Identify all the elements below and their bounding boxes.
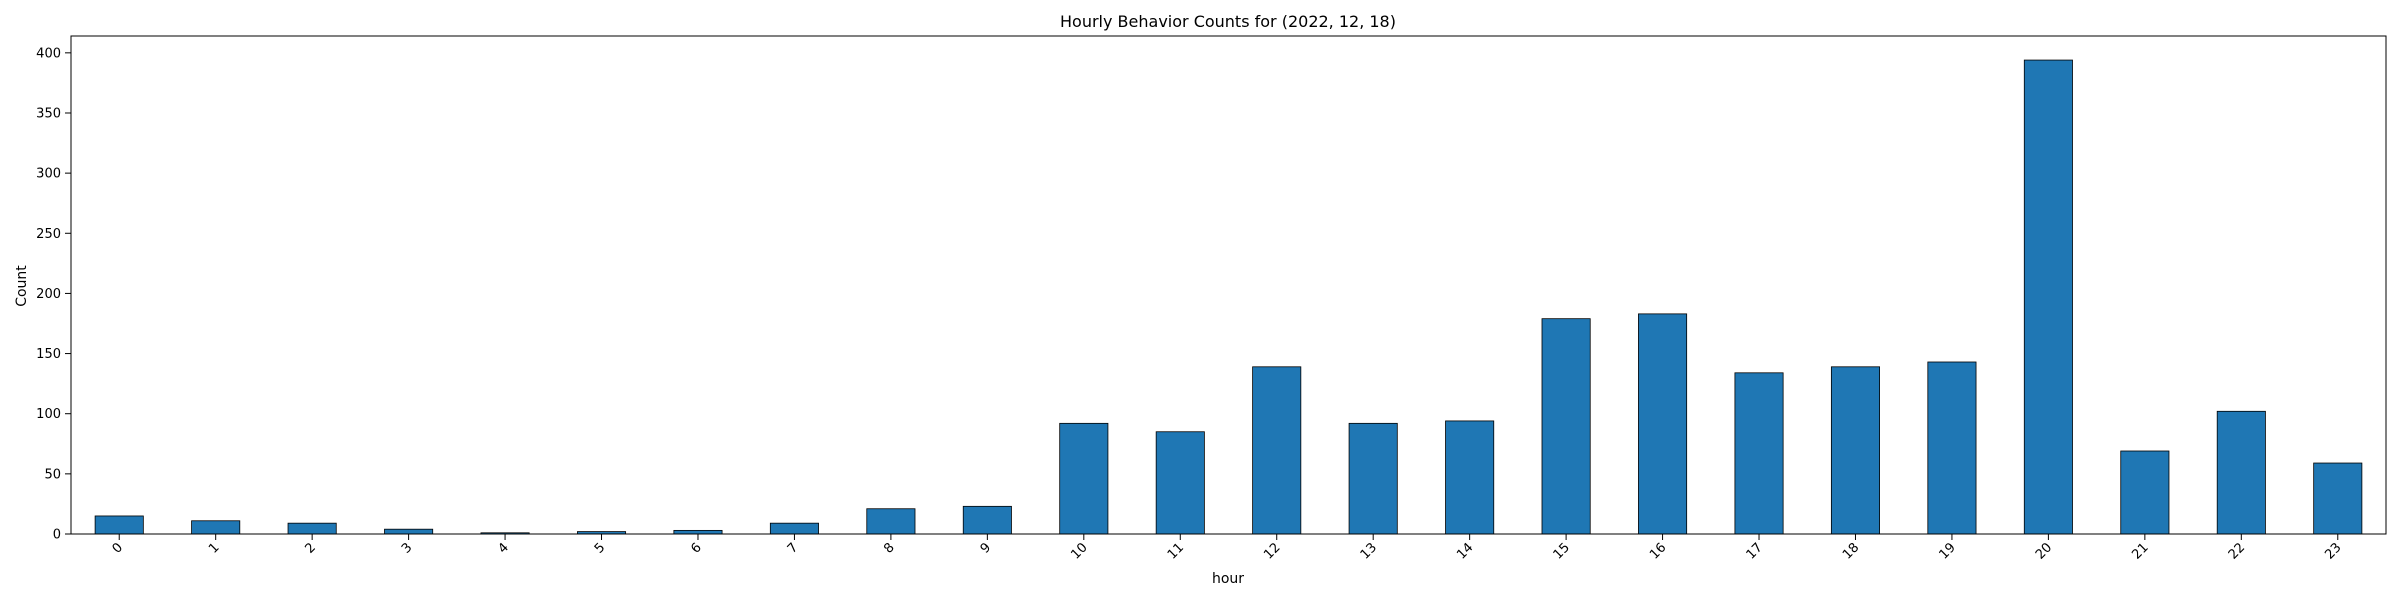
x-tick-label: 13 (1358, 540, 1380, 562)
y-tick-label: 100 (36, 407, 61, 422)
bar-hour-15 (1541, 318, 1591, 535)
x-tick-label: 19 (1936, 540, 1958, 562)
x-tick-label: 23 (2322, 540, 2344, 562)
x-tick-label: 4 (495, 540, 511, 556)
x-tick-label: 3 (399, 540, 415, 556)
x-tick-label: 2 (303, 540, 319, 556)
x-tick-label: 5 (592, 540, 608, 556)
x-tick-label: 7 (785, 540, 801, 556)
x-tick-label: 0 (110, 540, 126, 556)
bar-hour-13 (1348, 422, 1398, 535)
bar-hour-2 (287, 522, 337, 535)
bar-hour-14 (1445, 420, 1495, 535)
x-axis-label: hour (1212, 571, 1244, 587)
x-tick-label: 21 (2129, 540, 2151, 562)
y-tick-label: 400 (36, 46, 61, 61)
bars (94, 59, 2363, 535)
x-tick-label: 16 (1647, 540, 1669, 562)
bar-hour-9 (962, 505, 1012, 535)
y-axis-label: Count (14, 265, 30, 307)
bar-hour-17 (1734, 372, 1784, 535)
x-tick-label: 18 (1840, 540, 1862, 562)
bar-hour-3 (384, 528, 434, 535)
bar-hour-10 (1059, 422, 1109, 535)
y-tick-label: 300 (36, 167, 61, 182)
bar-hour-1 (191, 520, 241, 535)
bar-hour-20 (2023, 59, 2073, 535)
x-tick-label: 20 (2033, 540, 2055, 562)
y-axis-ticks: 0 50 100 150 200 250 300 350 400 (36, 46, 71, 543)
x-tick-label: 1 (206, 540, 222, 556)
x-tick-label: 6 (688, 540, 704, 556)
y-tick-label: 350 (36, 106, 61, 121)
bar-hour-7 (769, 522, 819, 535)
y-tick-label: 250 (36, 227, 61, 242)
y-tick-label: 150 (36, 347, 61, 362)
plot-frame (70, 35, 2387, 535)
x-tick-label: 9 (978, 540, 994, 556)
x-tick-label: 15 (1551, 540, 1573, 562)
chart-title: Hourly Behavior Counts for (2022, 12, 18… (1060, 12, 1396, 31)
x-tick-label: 8 (881, 540, 897, 556)
bar-hour-19 (1927, 361, 1977, 535)
bar-hour-6 (673, 529, 723, 535)
bar-hour-16 (1638, 313, 1688, 535)
bar-hour-23 (2313, 462, 2363, 535)
y-tick-label: 50 (44, 467, 61, 482)
bar-hour-11 (1155, 431, 1205, 535)
x-tick-label: 12 (1261, 540, 1283, 562)
x-axis-ticks: 0 1 2 3 4 5 6 7 8 9 10 11 12 13 14 15 16 17 18 19 20 21 22 23 (110, 534, 2345, 563)
x-tick-label: 11 (1165, 540, 1187, 562)
x-tick-label: 10 (1068, 540, 1090, 562)
bar-hour-12 (1252, 366, 1302, 535)
y-tick-label: 0 (53, 528, 61, 543)
y-tick-label: 200 (36, 287, 61, 302)
bar-hour-21 (2120, 450, 2170, 535)
bar-hour-8 (866, 508, 916, 535)
x-tick-label: 17 (1744, 540, 1766, 562)
bar-hour-0 (94, 515, 144, 535)
x-tick-label: 22 (2226, 540, 2248, 562)
bar-hour-22 (2216, 410, 2266, 535)
bar-hour-18 (1830, 366, 1880, 535)
x-tick-label: 14 (1454, 540, 1476, 562)
